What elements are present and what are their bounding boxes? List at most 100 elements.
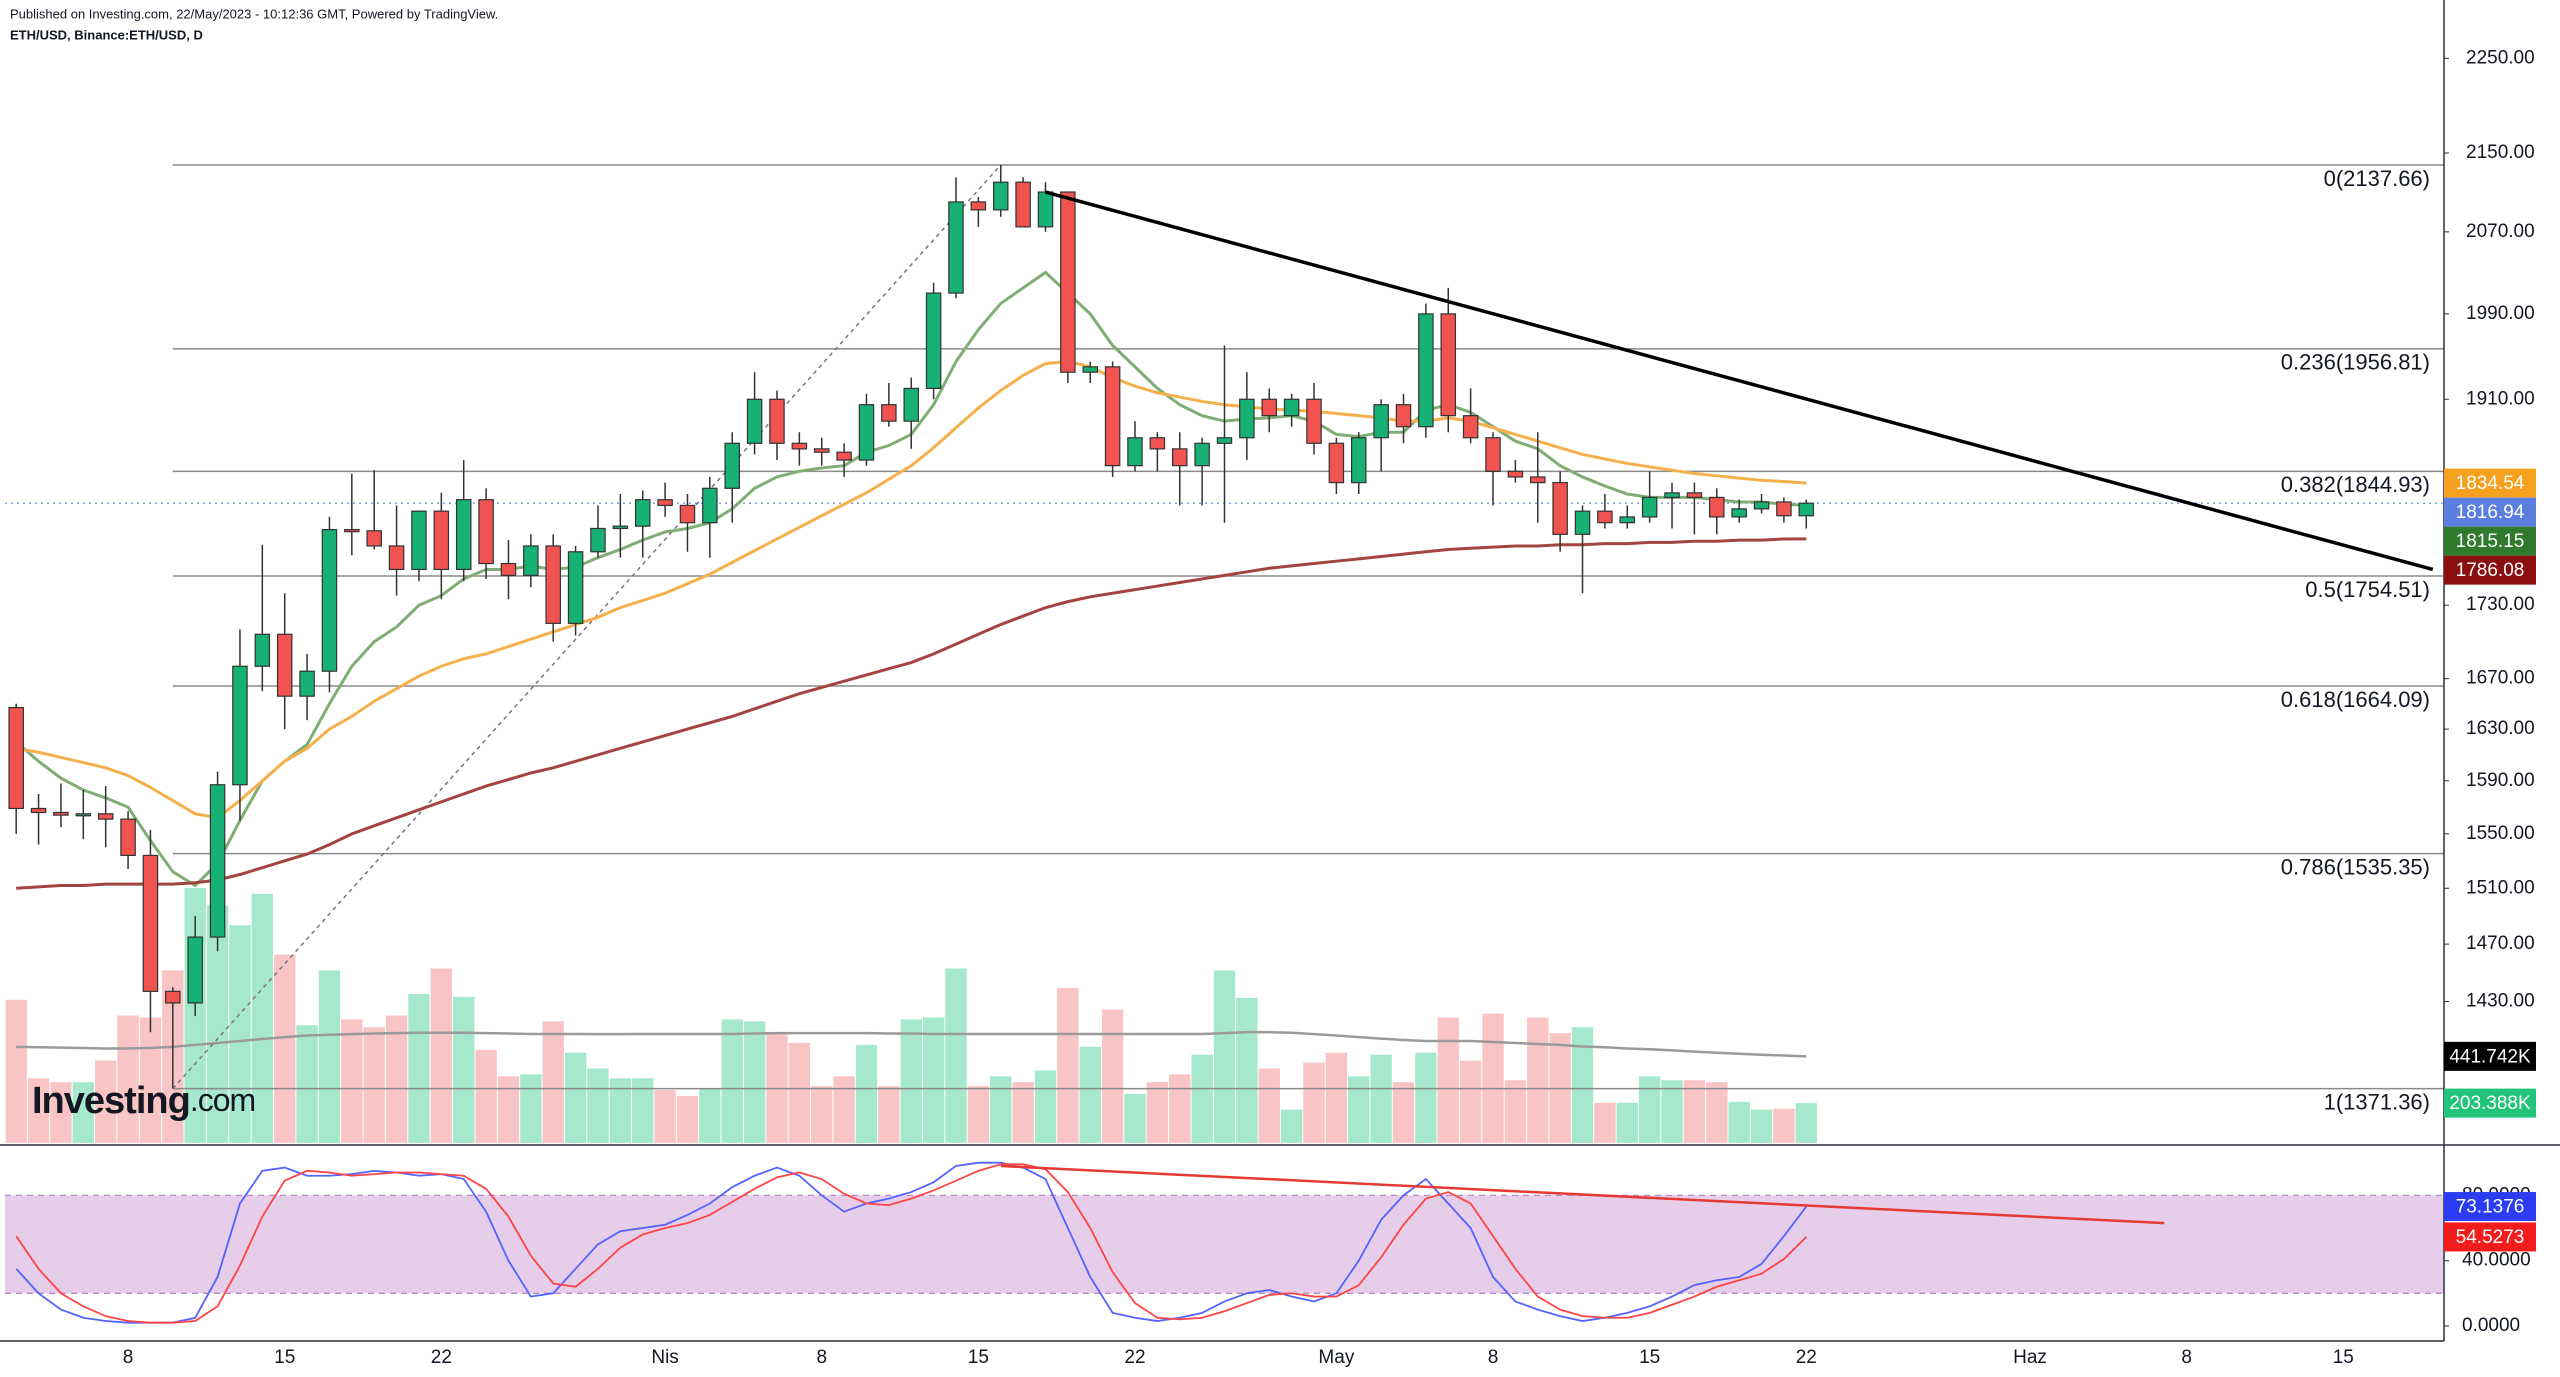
candle-body [1171,448,1188,467]
ma-value-label: 1815.15 [2456,531,2525,552]
candle-body [232,665,248,786]
stoch-y-tick-label: 0.0000 [2462,1315,2520,1336]
volume-bar [1079,1046,1101,1143]
candle-body [478,499,494,565]
candle-body [1709,496,1725,518]
published-note: Published on Investing.com, 22/May/2023 … [10,6,498,21]
watermark-main: Investing [32,1080,190,1122]
volume-bar [1236,997,1258,1143]
candle-body [1373,404,1389,439]
volume-bar [1012,1082,1034,1143]
candle-body [299,670,315,697]
candle-body [366,530,382,547]
candle-body [254,633,271,667]
stoch-value-label: 73.1376 [2456,1197,2525,1218]
volume-bar [430,968,453,1143]
volume-bar [1773,1108,1795,1143]
candle-body [1507,470,1524,478]
candle-body [8,706,24,810]
volume-bar [1683,1080,1706,1143]
candle-body [634,499,651,527]
candle-body [836,451,852,461]
candle-body [53,811,69,816]
candle-body [746,398,763,444]
candle-body [1664,492,1680,499]
candle-body [388,545,405,571]
volume-bar [1437,1017,1459,1143]
volume-bar [341,1019,363,1143]
stoch-value-label-box [2444,1222,2536,1252]
candle-body [30,807,47,814]
volume-bar [1638,1076,1661,1143]
fib-anchor-line [172,164,1002,1090]
candle-body [276,633,293,697]
volume-bar [1191,1054,1213,1143]
candle-body [903,387,919,422]
candle-body [1776,501,1792,517]
volume-bar [1415,1052,1437,1143]
volume-ma-line [16,1030,1807,1058]
y-tick-label: 1730.00 [2466,594,2535,615]
candle-body [1082,366,1099,373]
volume-bar [453,996,475,1143]
volume-bar [990,1076,1012,1143]
volume-bar [654,1090,676,1143]
candle-body [1530,476,1546,484]
ma-value-label: 1834.54 [2456,473,2525,494]
volume-bar [676,1095,699,1143]
candle-body [120,818,136,857]
candle-body [1418,313,1434,428]
volume-bar [1459,1060,1482,1143]
ma-value-label-box [2444,468,2536,498]
trendline [1045,190,2434,572]
candle-body [165,990,181,1004]
y-tick-label: 1990.00 [2466,303,2535,324]
candle-body [1283,398,1300,417]
candle-body [1552,482,1568,535]
fib-label: 0.786(1535.35) [2281,854,2430,879]
volume-ma-label: 441.742K [2449,1046,2531,1067]
x-tick-label: 15 [968,1347,989,1368]
candle-body [523,545,539,576]
x-tick-label: 15 [274,1347,295,1368]
volume-bar [1594,1102,1616,1143]
volume-bar [408,993,430,1143]
volume-bar [1280,1109,1303,1143]
x-tick-label: 8 [816,1347,827,1368]
volume-bar [1482,1013,1504,1143]
y-tick-label: 1470.00 [2466,933,2535,954]
volume-bar [1370,1054,1392,1143]
candle-body [209,784,226,938]
candle-body [925,292,942,389]
volume-bar [587,1068,609,1143]
front-layer: 0(2137.66) 0.236(1956.81) 0.382(1844.93) 0.… [8,164,2434,1225]
y-tick-label: 1430.00 [2466,991,2535,1012]
volume-bar [743,1021,766,1143]
candle-body [970,201,987,211]
volume-bar [1706,1082,1728,1143]
volume-bar [1795,1103,1817,1143]
candle-body [724,442,740,489]
candle-body [769,398,785,444]
stoch-y-tick-label: 40.0000 [2462,1250,2531,1271]
candle-body [1574,510,1591,535]
candle-body [567,551,584,624]
volume-bar [878,1086,900,1143]
volume-bar [1392,1082,1415,1143]
volume-bar [274,954,296,1143]
volume-bar [5,999,27,1143]
candle-body [1261,398,1278,417]
candle-body [1731,508,1747,518]
y-tick-label: 2250.00 [2466,47,2535,68]
candle-body [992,181,1009,211]
candle-body [344,529,360,533]
last-price-label: 1816.94 [2456,502,2525,523]
volume-bar [1616,1102,1638,1143]
candle-body [455,499,472,571]
volume-bar [50,1082,72,1143]
candle-body [1485,437,1501,472]
moving-average-line [16,537,1807,890]
candle-body [321,529,338,672]
candle-body [612,525,629,530]
